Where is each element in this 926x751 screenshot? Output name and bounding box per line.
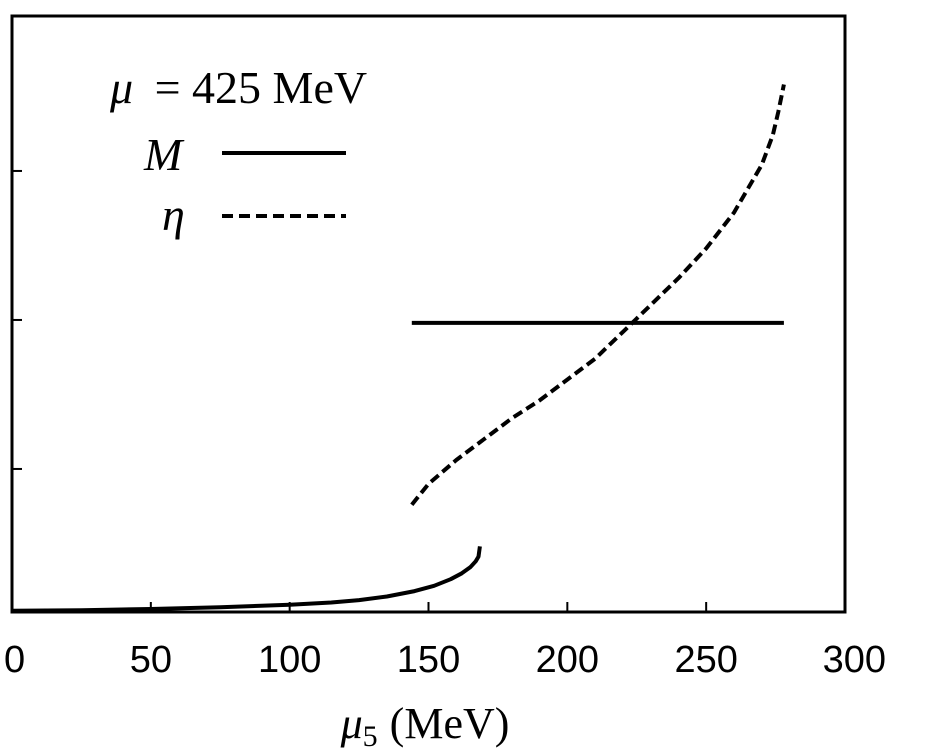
- axis-layer: 0 50 100 150 200 250 300: [4, 169, 886, 681]
- x-axis-label: μ5 (MeV): [340, 699, 510, 751]
- series-layer: [11, 84, 786, 613]
- x-tick-label: 0: [4, 639, 25, 681]
- legend-title: μ = 425 MeV: [109, 62, 367, 113]
- x-tick-label: 200: [536, 639, 599, 681]
- legend-label-eta: η: [162, 189, 185, 240]
- legend-label-M: M: [143, 129, 185, 180]
- x-tick-label: 250: [674, 639, 737, 681]
- legend: μ = 425 MeV M η: [109, 62, 367, 240]
- series-line-eta: [410, 84, 786, 506]
- series-line-M: [11, 546, 482, 613]
- x-tick-label: 100: [258, 639, 321, 681]
- x-tick-label: 50: [130, 639, 172, 681]
- x-tick-label: 150: [397, 639, 460, 681]
- x-tick-label: 300: [823, 639, 886, 681]
